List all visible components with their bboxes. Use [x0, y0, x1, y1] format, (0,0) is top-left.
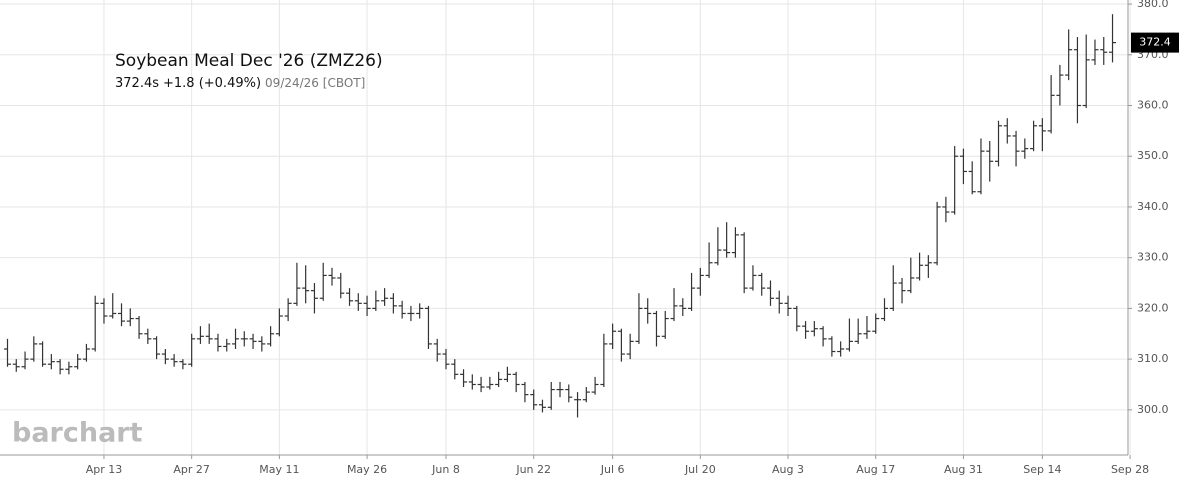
chart-title: Soybean Meal Dec '26 (ZMZ26) — [115, 51, 383, 71]
x-tick-label: Jul 20 — [684, 463, 716, 476]
x-tick-label: Aug 3 — [772, 463, 804, 476]
quote-date: 09/24/26 [CBOT] — [265, 76, 365, 90]
last-price: 372.4s — [115, 76, 159, 91]
x-tick-label: May 26 — [347, 463, 387, 476]
grid — [0, 0, 1131, 455]
y-tick-label: 310.0 — [1137, 352, 1169, 365]
x-tick-label: May 11 — [259, 463, 299, 476]
y-tick-label: 320.0 — [1137, 301, 1169, 314]
x-tick-label: Aug 17 — [856, 463, 895, 476]
y-tick-label: 360.0 — [1137, 99, 1169, 112]
x-tick-label: Sep 14 — [1023, 463, 1061, 476]
x-tick-label: Jun 22 — [515, 463, 551, 476]
quote-line: 372.4s +1.8 (+0.49%) 09/24/26 [CBOT] — [115, 76, 365, 91]
x-tick-label: Apr 13 — [86, 463, 123, 476]
bars — [4, 14, 1117, 418]
watermark: barchart — [12, 418, 143, 449]
last-price-box — [1131, 32, 1179, 53]
y-tick-label: 350.0 — [1137, 149, 1169, 162]
x-tick-label: Jul 6 — [600, 463, 625, 476]
x-tick-label: Jun 8 — [431, 463, 460, 476]
x-tick-label: Aug 31 — [944, 463, 983, 476]
y-tick-label: 330.0 — [1137, 251, 1169, 264]
y-tick-label: 300.0 — [1137, 403, 1169, 416]
y-tick-label: 380.0 — [1137, 0, 1169, 10]
x-tick-label: Sep 28 — [1111, 463, 1149, 476]
x-tick-label: Apr 27 — [173, 463, 210, 476]
price-change: +1.8 (+0.49%) — [163, 76, 261, 91]
last-price-label: 372.4 — [1139, 36, 1171, 49]
y-tick-label: 340.0 — [1137, 200, 1169, 213]
